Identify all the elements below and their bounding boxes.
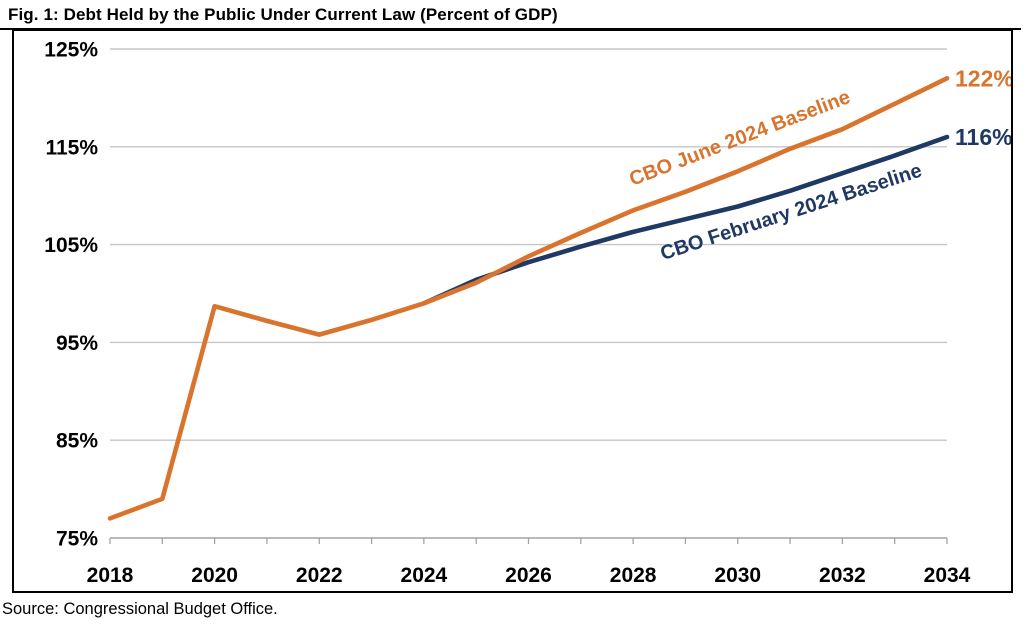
y-axis-label-105pct: 105% — [44, 234, 98, 257]
x-axis-label-2020: 2020 — [191, 564, 238, 587]
x-axis-label-2026: 2026 — [505, 564, 552, 587]
x-axis-label-2034: 2034 — [924, 564, 971, 587]
y-axis-label-95pct: 95% — [56, 332, 98, 355]
series-label-cbo-february-2024-baseline: CBO February 2024 Baseline — [658, 160, 925, 265]
y-axis-label-115pct: 115% — [45, 136, 98, 159]
y-axis-label-75pct: 75% — [56, 528, 98, 551]
y-axis-label-85pct: 85% — [56, 430, 98, 453]
x-axis-label-2028: 2028 — [610, 564, 657, 587]
figure-title: Fig. 1: Debt Held by the Public Under Cu… — [0, 0, 1021, 30]
x-axis-label-2018: 2018 — [87, 564, 134, 587]
x-axis-label-2030: 2030 — [714, 564, 761, 587]
end-label-cbo-february-2024-baseline: 116% — [955, 124, 1011, 150]
x-axis-label-2032: 2032 — [819, 564, 866, 587]
x-axis-label-2024: 2024 — [401, 564, 448, 587]
end-label-cbo-june-2024-baseline: 122% — [955, 65, 1011, 91]
source-note: Source: Congressional Budget Office. — [2, 600, 278, 618]
series-line-cbo-june-2024-baseline — [107, 75, 950, 521]
y-axis-label-125pct: 125% — [44, 39, 98, 62]
series-line-cbo-february-2024-baseline — [421, 134, 950, 306]
debt-line-chart: 75% 85% 95% 105% 115% 125% 2018 2020 2022 2024 202… — [44, 39, 1011, 588]
x-axis-label-2022: 2022 — [296, 564, 343, 587]
chart-area: 75% 85% 95% 105% 115% 125% 2018 2020 2022 2024 202… — [12, 29, 1013, 593]
